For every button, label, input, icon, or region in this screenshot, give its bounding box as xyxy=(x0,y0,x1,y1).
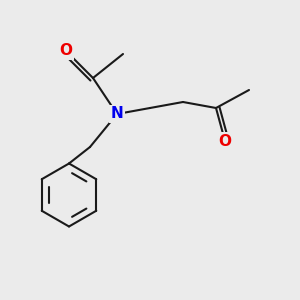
Text: O: O xyxy=(218,134,232,148)
Text: N: N xyxy=(111,106,123,122)
Text: O: O xyxy=(59,44,73,59)
